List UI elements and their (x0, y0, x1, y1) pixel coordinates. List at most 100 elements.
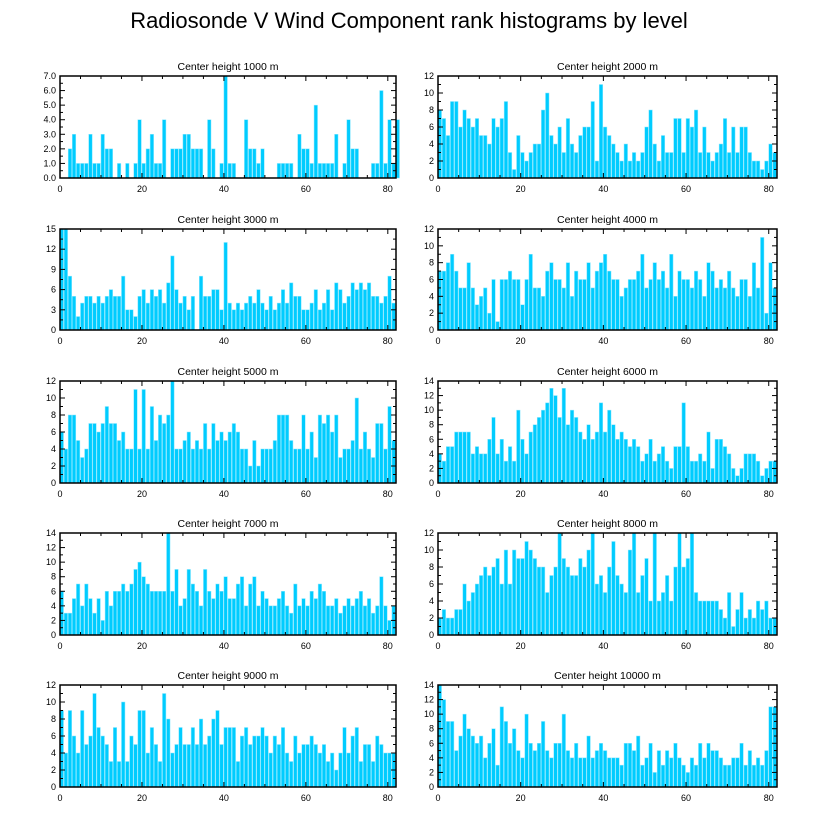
panel-6-bar (689, 460, 694, 484)
panel-7-bar (309, 591, 314, 636)
panel-8-bar (483, 566, 488, 636)
panel-3-bar (96, 296, 101, 331)
panel-3-ytick-label: 0 (51, 325, 56, 335)
panel-5-bar (137, 448, 142, 484)
panel-2-bar (499, 118, 504, 179)
panel-7-bar (145, 583, 150, 636)
panel-6-bar (594, 431, 599, 484)
panel-2-bar (598, 84, 604, 179)
panel-8-ytick-label: 10 (424, 545, 434, 555)
panel-7-bar (92, 612, 97, 636)
panel-7-bar (276, 598, 281, 636)
panel-1-bar (207, 119, 212, 179)
panel-9-xtick-label: 20 (137, 793, 147, 803)
panel-1-bar (72, 134, 77, 179)
panel-5-ytick-label: 2 (51, 461, 56, 471)
panel-6-bar (450, 446, 455, 484)
panel-10-bar (520, 757, 525, 788)
page-title: Radiosonde V Wind Component rank histogr… (130, 8, 688, 33)
panel-10-bar (665, 750, 670, 788)
panel-7-bar (293, 583, 298, 636)
panel-4-bar (689, 287, 694, 331)
panel-9-bar (313, 744, 318, 788)
panel-6-bar (487, 439, 492, 484)
panel-2-ytick-label: 10 (424, 88, 434, 98)
panel-2-xtick-label: 0 (435, 184, 440, 194)
panel-1-bar (84, 163, 89, 179)
panel-2-bar (458, 126, 463, 179)
panel-8-bar (582, 566, 587, 636)
panel-10-bar (541, 721, 546, 788)
panel-7-bar (321, 591, 326, 636)
panel-5-bar (80, 457, 85, 484)
panel-1-bar (108, 148, 113, 179)
panel-7-bar (170, 591, 175, 636)
panel-8-bar (553, 566, 558, 636)
panel-2-bar (582, 126, 587, 179)
panel-6-bar (458, 431, 463, 484)
panel-1-bar (162, 119, 167, 179)
panel-10-bar (760, 764, 765, 788)
panel-6-ytick-label: 0 (429, 478, 434, 488)
panel-3-ytick-label: 12 (46, 244, 56, 254)
panel-9-bar (276, 744, 281, 788)
panel-7-ytick-label: 2 (51, 615, 56, 625)
panel-10-ytick-label: 10 (424, 709, 434, 719)
panel-2-bar (710, 160, 715, 179)
panel-7-bar (338, 612, 343, 636)
panel-3-bar (223, 242, 228, 331)
panel-7-bar (117, 591, 122, 636)
panel-9-bar (190, 727, 195, 788)
panel-1-bar (88, 134, 93, 179)
panel-9-ytick-label: 0 (51, 782, 56, 792)
panel-8-bar (677, 532, 682, 636)
panel-7-bar (186, 569, 191, 636)
panel-6-bar (553, 395, 558, 484)
panel-5-ytick-label: 10 (46, 393, 56, 403)
panel-9-bar (121, 701, 126, 788)
panel-6-bar (627, 446, 632, 484)
panel-8-bar (760, 609, 765, 636)
panel-9-bar (371, 761, 376, 788)
panel-1-bar (371, 163, 376, 179)
panel-9-bar (80, 710, 85, 788)
panel-1-bar (285, 163, 290, 179)
panel-2-bar (760, 169, 765, 179)
panel-3-bar (125, 309, 130, 331)
panel-10-bar (727, 764, 732, 788)
panel-6-ytick-label: 2 (429, 463, 434, 473)
panel-9-bar (137, 710, 142, 788)
panel-7-xtick-label: 20 (137, 641, 147, 651)
panel-6-bar (524, 453, 529, 484)
panel-1-bar (182, 134, 187, 179)
panel-2-bar (503, 101, 508, 179)
panel-4-bar (508, 270, 513, 331)
panel-5-bar (182, 440, 187, 484)
panel-9-xtick-label: 0 (57, 793, 62, 803)
panel-10-title: Center height 10000 m (554, 670, 661, 682)
panel-1-ytick-label: 5.0 (43, 100, 56, 110)
panel-9-bar (186, 744, 191, 788)
panel-2-bar (702, 126, 707, 179)
panel-10-xtick-label: 40 (598, 793, 608, 803)
panel-2-bar (619, 160, 624, 179)
panel-3-bar (297, 296, 302, 331)
panel-9-bar (240, 735, 245, 788)
panel-10-bar (656, 750, 661, 788)
panel-8-bar (479, 575, 484, 636)
panel-1-bar (289, 163, 294, 179)
panel-5-bar (145, 448, 150, 484)
panel-7-bar (72, 598, 77, 636)
panel-9-bar (227, 727, 232, 788)
panel-4-bar (652, 262, 657, 331)
panel-4-bar (648, 279, 653, 331)
panel-7-bar (231, 598, 236, 636)
panel-6-xtick-label: 40 (598, 489, 608, 499)
panel-10-bar (689, 757, 694, 788)
panel-4-bar (479, 296, 484, 331)
panel-1-bar (190, 148, 195, 179)
panel-6-bar (702, 460, 707, 484)
panel-8-xtick-label: 20 (516, 641, 526, 651)
panel-5-bar (248, 465, 253, 484)
